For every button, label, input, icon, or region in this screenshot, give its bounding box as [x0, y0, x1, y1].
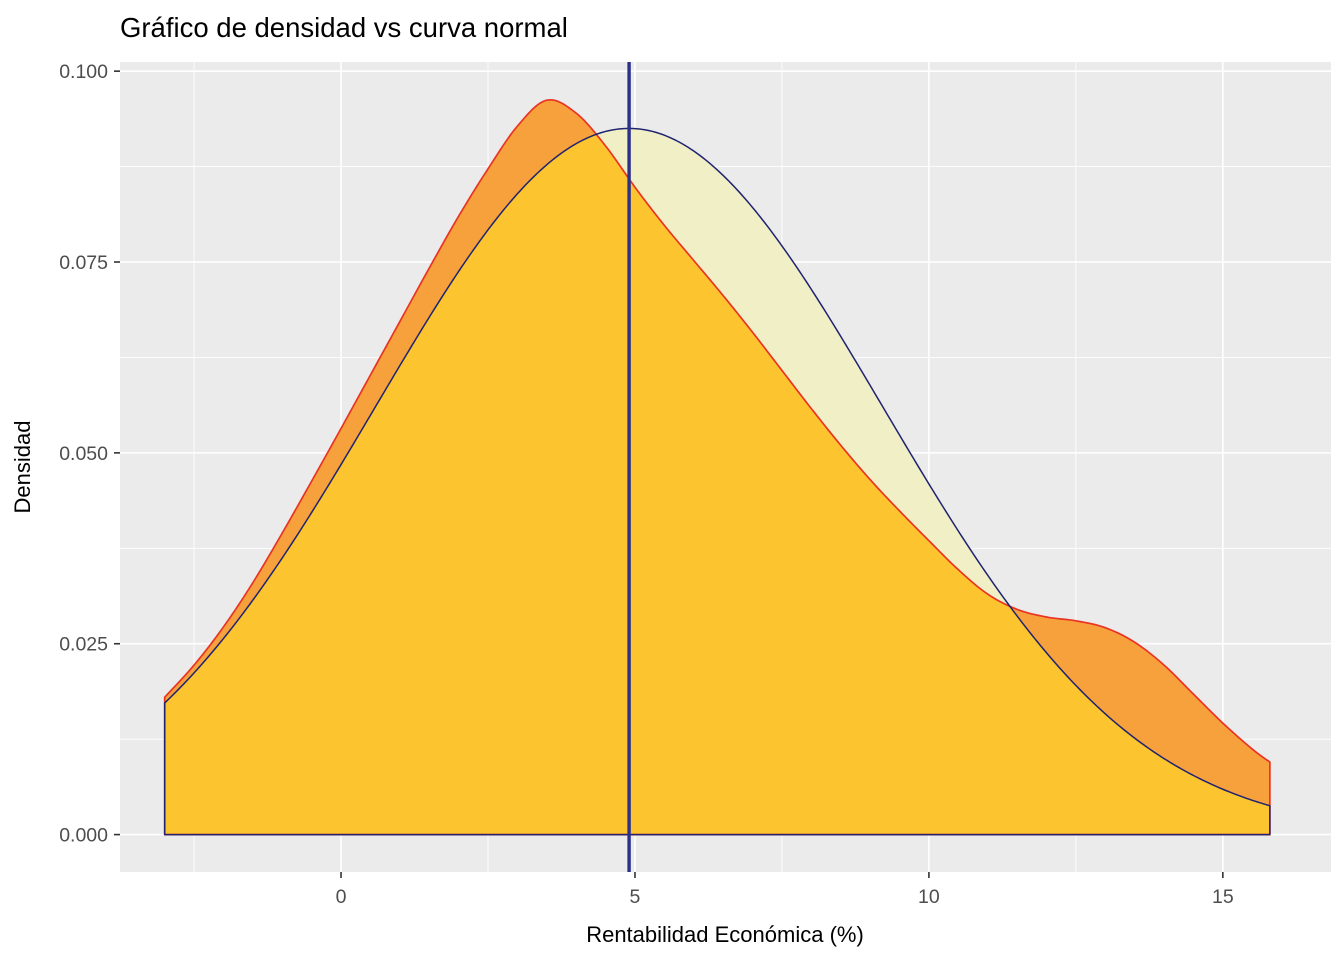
y-tick-label: 0.075: [59, 252, 108, 274]
x-tick-label: 0: [336, 886, 347, 908]
x-tick-label: 15: [1212, 886, 1234, 908]
y-tick-label: 0.025: [59, 634, 108, 656]
x-axis-label: Rentabilidad Económica (%): [586, 922, 864, 947]
y-axis-label: Densidad: [10, 421, 35, 514]
plot-area: 0 5 10 15 0.000 0.025 0.050 0.075 0.100: [59, 61, 1331, 908]
y-tick-label: 0.100: [59, 61, 108, 83]
y-tick-label: 0.000: [59, 825, 108, 847]
y-tick-label: 0.050: [59, 443, 108, 465]
chart-title: Gráfico de densidad vs curva normal: [120, 12, 568, 43]
axes: 0 5 10 15 0.000 0.025 0.050 0.075 0.100: [59, 61, 1234, 908]
density-curve-line: [163, 98, 1271, 836]
x-tick-label: 5: [630, 886, 641, 908]
normal-curve-line: [163, 127, 1271, 836]
density-excess-region: [1011, 606, 1270, 806]
x-tick-label: 10: [918, 886, 940, 908]
